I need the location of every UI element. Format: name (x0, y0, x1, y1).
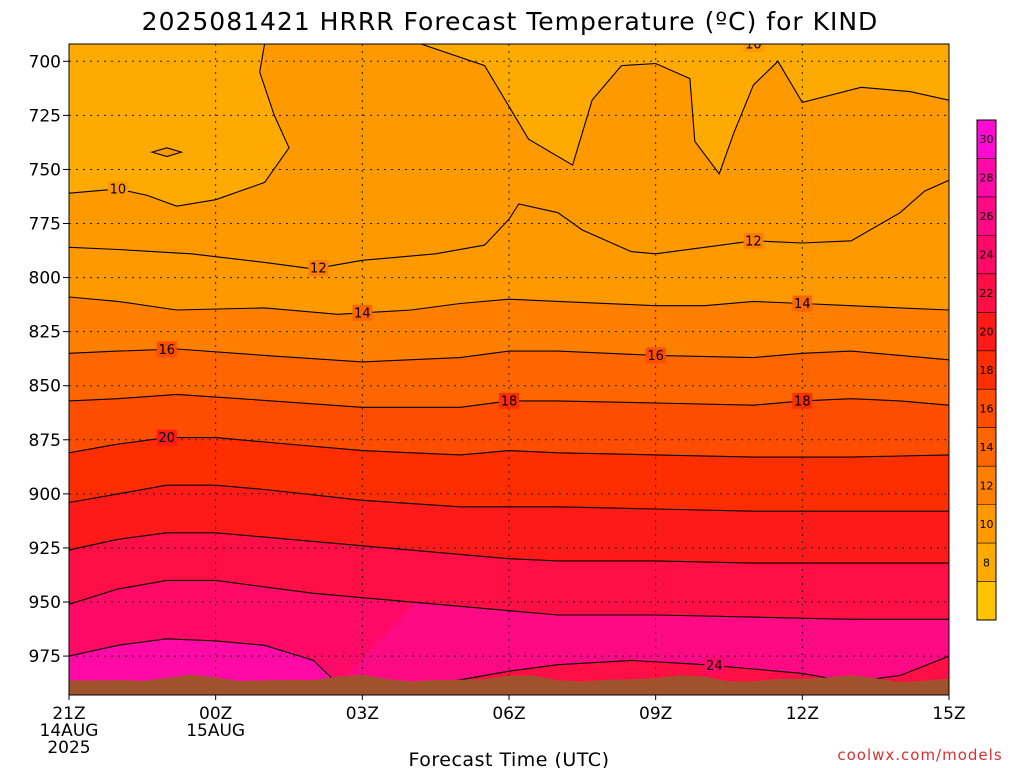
colorbar-swatch (977, 273, 996, 313)
y-tick-label: 875 (29, 431, 61, 451)
x-tick-label: 09Z (639, 704, 672, 724)
temp-band (421, 44, 949, 174)
y-tick-label: 950 (29, 593, 61, 613)
colorbar-swatch (977, 504, 996, 544)
x-tick-label: 14AUG (40, 721, 99, 741)
isotherm-label: 14 (792, 295, 813, 312)
x-tick-label: 12Z (786, 704, 819, 724)
isotherm-line (69, 348, 949, 363)
x-tick-label: 00Z (199, 704, 232, 724)
colorbar-label: 30 (980, 133, 994, 146)
x-tick-label: 15Z (932, 704, 965, 724)
colorbar-swatch (977, 581, 996, 620)
colorbar-label: 16 (980, 402, 994, 415)
svg-text:10: 10 (110, 182, 127, 197)
x-tick-label: 03Z (346, 704, 379, 724)
colorbar-frame (976, 119, 997, 621)
pressure-axis: 700 725 750 775 800 825 850 875 900 925 950 975 (29, 52, 69, 667)
svg-text:14: 14 (354, 306, 371, 321)
colorbar-swatch (977, 312, 996, 351)
ground-layer (69, 674, 949, 695)
isotherm-label: 16 (645, 347, 666, 364)
isotherm-label: 18 (499, 392, 519, 409)
y-tick-label: 800 (29, 269, 61, 289)
colorbar-swatch (977, 350, 996, 390)
isotherm-label: 24 (704, 657, 725, 674)
isotherm-line (69, 484, 949, 512)
x-tick-label: 21Z (52, 704, 85, 724)
colorbar-swatch (977, 196, 996, 236)
isotherm-label: 16 (156, 341, 177, 358)
temp-band (69, 44, 949, 207)
svg-text:16: 16 (647, 349, 664, 364)
isotherm-line (69, 579, 949, 620)
y-tick-label: 700 (29, 52, 61, 72)
isotherm-line (150, 147, 184, 158)
colorbar-swatch (977, 466, 996, 505)
y-tick-label: 975 (29, 647, 61, 667)
colorbar-swatch (977, 427, 996, 467)
colorbar-swatch (977, 158, 996, 197)
svg-text:16: 16 (159, 343, 176, 358)
isotherm-label: 18 (792, 392, 813, 409)
isotherm-line (69, 532, 949, 564)
svg-text:18: 18 (501, 394, 518, 409)
chart-title: 2025081421 HRRR Forecast Temperature (ºC… (142, 7, 879, 36)
colorbar-label: 20 (980, 326, 994, 339)
isotherm-label: 12 (308, 260, 329, 277)
y-tick-label: 775 (29, 215, 61, 235)
isotherm-line (69, 179, 949, 270)
isotherm-label: 10 (107, 180, 128, 197)
colorbar-swatch (977, 235, 996, 274)
x-tick-label: 06Z (492, 704, 525, 724)
plot-area: 10 10 12 12 14 14 16 16 18 18 20 24 (69, 38, 949, 695)
x-tick-label: 2025 (47, 738, 90, 758)
isotherm-label: 20 (156, 429, 177, 446)
colorbar-label: 8 (983, 556, 990, 569)
isotherm-label: 12 (743, 232, 764, 249)
isotherm-label: 14 (352, 304, 373, 321)
colorbar: 8 10 12 14 16 18 20 22 24 26 28 30 (976, 119, 997, 621)
colorbar-label: 26 (980, 210, 994, 223)
svg-text:18: 18 (794, 394, 811, 409)
y-tick-label: 900 (29, 485, 61, 505)
colorbar-swatch (977, 120, 996, 159)
ground-surface (69, 674, 949, 695)
isotherm-label: 10 (743, 38, 764, 53)
colorbar-label: 22 (980, 287, 994, 300)
x-tick-label: 15AUG (186, 721, 245, 741)
svg-text:14: 14 (794, 297, 811, 312)
svg-text:12: 12 (310, 262, 327, 277)
isotherm-line (420, 44, 949, 175)
colorbar-swatch (977, 543, 996, 582)
colorbar-label: 10 (980, 518, 994, 531)
svg-text:10: 10 (745, 38, 762, 53)
isotherm-line (69, 44, 290, 207)
isotherm-line (69, 296, 949, 315)
isotherm-line (69, 638, 339, 685)
svg-text:20: 20 (159, 431, 176, 446)
colorbar-label: 28 (980, 172, 994, 185)
isotherm-label-layer: 10 10 12 12 14 14 16 16 18 18 20 24 (107, 38, 813, 674)
y-tick-label: 925 (29, 539, 61, 559)
y-tick-label: 750 (29, 160, 61, 180)
svg-text:12: 12 (745, 234, 762, 249)
y-tick-label: 725 (29, 106, 61, 126)
y-tick-label: 825 (29, 323, 61, 343)
colorbar-swatch (977, 389, 996, 428)
colorbar-label: 24 (980, 249, 994, 262)
isotherm-line (69, 393, 949, 408)
isotherm-layer (69, 44, 949, 685)
x-axis-label: Forecast Time (UTC) (409, 749, 610, 768)
y-tick-label: 850 (29, 377, 61, 397)
colorbar-label: 14 (980, 441, 994, 454)
svg-text:24: 24 (706, 659, 723, 674)
colorbar-label: 18 (980, 364, 994, 377)
colorbar-label: 12 (980, 479, 994, 492)
credit-text: coolwx.com/models (837, 746, 1002, 764)
